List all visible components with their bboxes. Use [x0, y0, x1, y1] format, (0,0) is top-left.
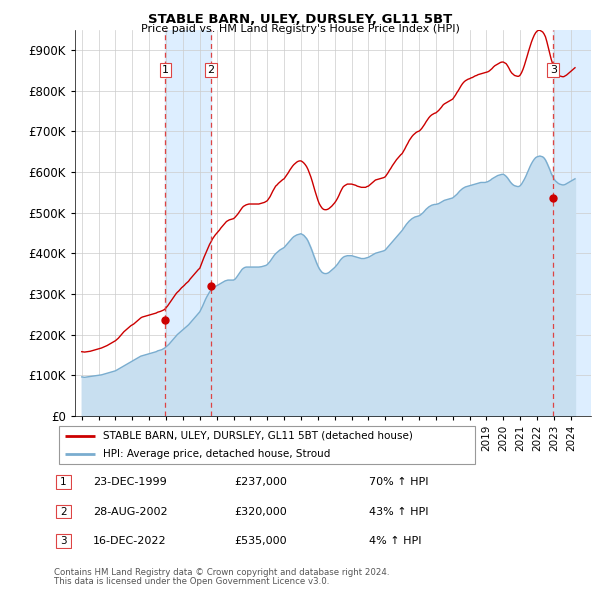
Text: 16-DEC-2022: 16-DEC-2022 — [93, 536, 167, 546]
Text: £535,000: £535,000 — [234, 536, 287, 546]
Text: 4% ↑ HPI: 4% ↑ HPI — [369, 536, 421, 546]
Text: 2: 2 — [60, 507, 67, 516]
Text: 28-AUG-2002: 28-AUG-2002 — [93, 507, 167, 516]
Bar — [166, 30, 211, 416]
Text: This data is licensed under the Open Government Licence v3.0.: This data is licensed under the Open Gov… — [54, 577, 329, 586]
Text: STABLE BARN, ULEY, DURSLEY, GL11 5BT (detached house): STABLE BARN, ULEY, DURSLEY, GL11 5BT (de… — [103, 431, 413, 441]
Text: 23-DEC-1999: 23-DEC-1999 — [93, 477, 167, 487]
Text: 2: 2 — [208, 65, 215, 75]
Text: £320,000: £320,000 — [234, 507, 287, 516]
Text: 1: 1 — [162, 65, 169, 75]
Text: 70% ↑ HPI: 70% ↑ HPI — [369, 477, 428, 487]
Text: 43% ↑ HPI: 43% ↑ HPI — [369, 507, 428, 516]
Text: 3: 3 — [550, 65, 557, 75]
Text: 3: 3 — [60, 536, 67, 546]
FancyBboxPatch shape — [56, 534, 71, 548]
FancyBboxPatch shape — [56, 475, 71, 489]
Bar — [553, 30, 591, 416]
FancyBboxPatch shape — [56, 504, 71, 519]
Text: STABLE BARN, ULEY, DURSLEY, GL11 5BT: STABLE BARN, ULEY, DURSLEY, GL11 5BT — [148, 13, 452, 26]
FancyBboxPatch shape — [59, 425, 475, 464]
Text: Price paid vs. HM Land Registry's House Price Index (HPI): Price paid vs. HM Land Registry's House … — [140, 24, 460, 34]
Text: £237,000: £237,000 — [234, 477, 287, 487]
Text: HPI: Average price, detached house, Stroud: HPI: Average price, detached house, Stro… — [103, 449, 331, 459]
Text: 1: 1 — [60, 477, 67, 487]
Text: Contains HM Land Registry data © Crown copyright and database right 2024.: Contains HM Land Registry data © Crown c… — [54, 568, 389, 577]
